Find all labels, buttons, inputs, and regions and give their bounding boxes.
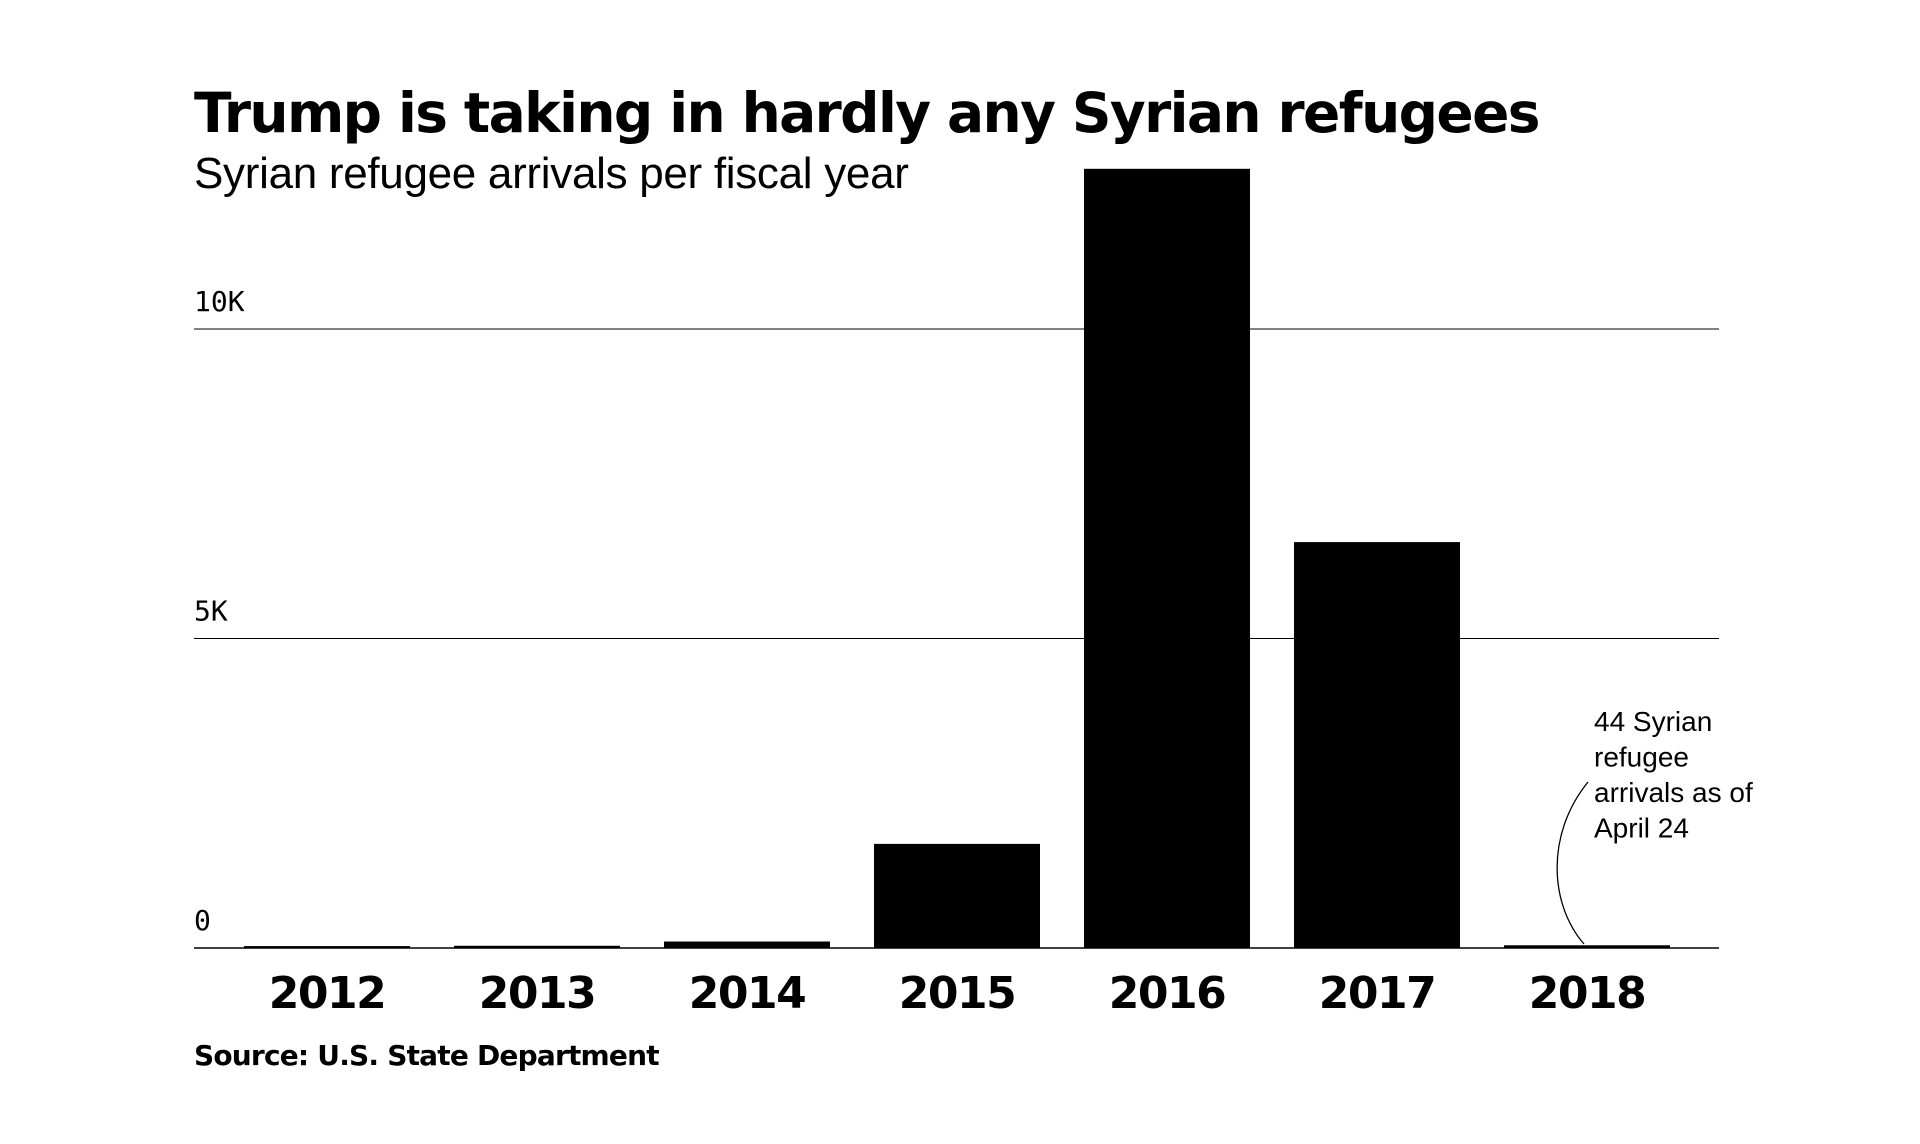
bar-2013 (454, 945, 620, 948)
x-tick-label: 2016 (1109, 968, 1225, 1019)
chart-subtitle: Syrian refugee arrivals per fiscal year (194, 149, 909, 198)
bars (244, 168, 1670, 949)
category-labels: 2012 2013 2014 2015 2016 2017 2018 (269, 968, 1647, 1019)
gridlines: 0 5K 10K (194, 285, 1719, 949)
annotation-line: arrivals as of (1594, 777, 1753, 808)
bar-2012 (244, 946, 410, 948)
bar-2016 (1084, 168, 1250, 949)
annotation-line: April 24 (1594, 813, 1689, 844)
annotation-line: refugee (1594, 742, 1689, 773)
x-tick-label: 2017 (1319, 968, 1435, 1019)
y-tick-label: 5K (194, 594, 228, 627)
x-tick-label: 2014 (689, 968, 805, 1019)
x-tick-label: 2015 (899, 968, 1015, 1019)
annotation-leader-line (1556, 781, 1589, 945)
bar-2015 (874, 843, 1040, 948)
bar-2014 (664, 941, 830, 948)
y-tick-label: 10K (194, 285, 245, 318)
y-tick-label: 0 (194, 904, 211, 937)
bar-2018 (1504, 945, 1670, 948)
bar-2017 (1294, 542, 1460, 948)
chart-source: Source: U.S. State Department (194, 1039, 660, 1072)
annotation: 44 Syrian refugee arrivals as of April 24 (1556, 706, 1753, 945)
chart-title: Trump is taking in hardly any Syrian ref… (194, 81, 1541, 145)
x-tick-label: 2018 (1529, 968, 1645, 1019)
x-tick-label: 2013 (479, 968, 595, 1019)
annotation-line: 44 Syrian (1594, 706, 1712, 737)
x-tick-label: 2012 (269, 968, 385, 1019)
